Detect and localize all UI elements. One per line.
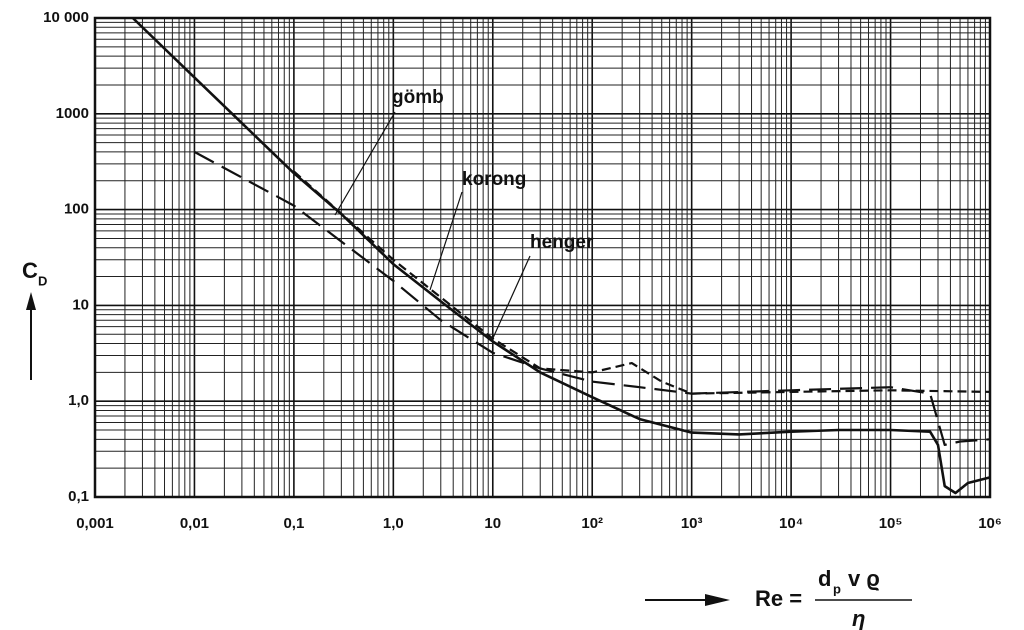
y-arrow-head (26, 292, 36, 310)
y-tick-label: 100 (64, 201, 89, 218)
x-tick-label: 0,1 (283, 515, 304, 532)
y-axis-label-sub: D (38, 273, 47, 288)
x-tick-label: 10⁶ (978, 515, 1002, 532)
leader-line (334, 111, 396, 216)
x-tick-label: 10⁴ (779, 515, 803, 532)
annotation: gömb (392, 87, 444, 108)
leader-line (492, 255, 531, 339)
x-axis-label-num-sub: p (833, 581, 841, 596)
y-tick-label: 1,0 (68, 392, 89, 409)
x-tick-label: 10² (581, 515, 603, 532)
curves (131, 17, 991, 495)
x-tick-label: 10³ (681, 515, 703, 532)
x-axis-label: Re = (755, 586, 802, 611)
x-tick-label: 10 (484, 515, 501, 532)
curve (131, 17, 991, 495)
x-tick-label: 0,001 (76, 515, 114, 532)
curve (293, 170, 991, 395)
x-axis-label-den: η (852, 606, 865, 630)
x-arrow-head (705, 594, 730, 606)
x-tick-label: 1,0 (383, 515, 404, 532)
y-tick-label: 1000 (56, 105, 89, 122)
x-axis-label-num-rest: v ϱ (848, 566, 880, 591)
curve (193, 150, 991, 446)
plot-frame (93, 16, 992, 499)
y-tick-label: 10 000 (43, 9, 89, 26)
x-axis-label-num: d (818, 566, 831, 591)
grid (94, 17, 991, 498)
y-tick-label: 0,1 (68, 488, 89, 505)
annotation: korong (462, 169, 526, 190)
x-tick-label: 0,01 (180, 515, 209, 532)
y-axis-label: C (22, 258, 38, 283)
annotation: henger (530, 232, 594, 253)
leader-line (429, 191, 463, 291)
x-tick-label: 10⁵ (879, 515, 903, 532)
y-tick-label: 10 (72, 296, 89, 313)
